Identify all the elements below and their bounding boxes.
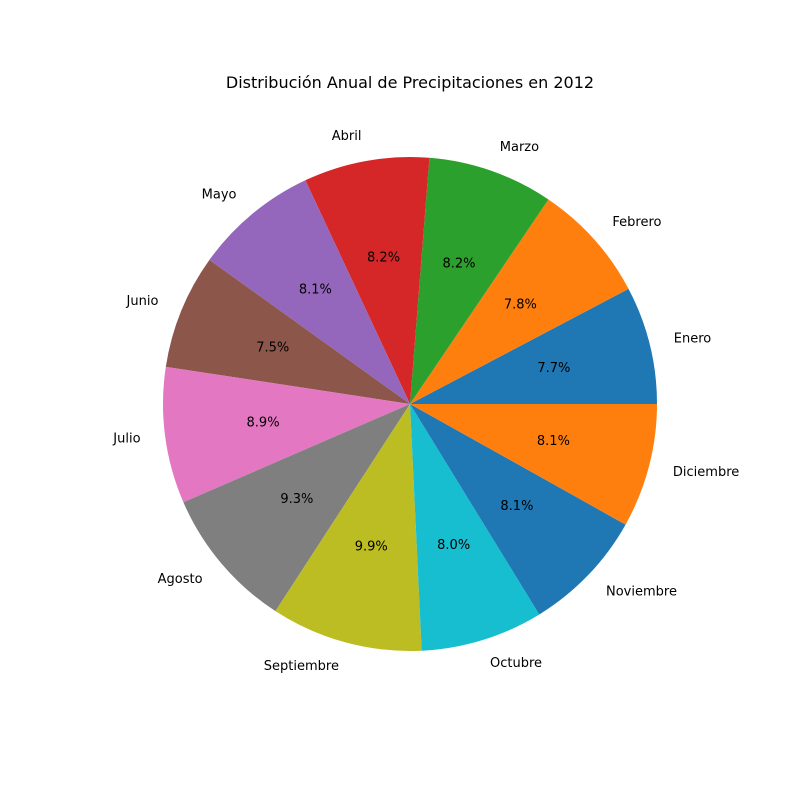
- percent-labels: 7.7% 7.8% 8.2% 8.2% 8.1% 7.5% 8.9% 9.3% 9.9% 8.0%…: [247, 251, 571, 555]
- category-label: Agosto: [158, 572, 203, 587]
- category-label: Diciembre: [673, 465, 739, 480]
- category-label: Noviembre: [606, 585, 677, 600]
- category-label: Enero: [674, 331, 712, 346]
- pie-slice-noviembre: [410, 404, 626, 615]
- category-label: Mayo: [202, 187, 237, 202]
- percent-label: 7.5%: [256, 341, 289, 356]
- percent-label: 9.9%: [355, 540, 388, 555]
- percent-label: 8.1%: [500, 499, 533, 514]
- percent-label: 8.0%: [437, 538, 470, 553]
- pie-slice-abril: [305, 157, 430, 404]
- percent-label: 8.1%: [299, 282, 332, 297]
- chart-title: Distribución Anual de Precipitaciones en…: [226, 73, 594, 92]
- category-labels: Enero Febrero Marzo Abril Mayo Junio Julio Agos…: [112, 129, 739, 674]
- percent-label: 8.2%: [367, 251, 400, 266]
- pie-slice-marzo: [410, 157, 549, 404]
- category-label: Febrero: [612, 215, 661, 230]
- category-label: Septiembre: [264, 659, 339, 674]
- pie-slice-febrero: [410, 199, 629, 404]
- percent-label: 7.8%: [504, 298, 537, 313]
- category-label: Octubre: [490, 656, 542, 671]
- pie-slice-julio: [163, 366, 410, 503]
- pie-slice-enero: [410, 288, 657, 404]
- percent-label: 8.1%: [537, 434, 570, 449]
- category-label: Julio: [112, 431, 140, 446]
- pie-slice-diciembre: [410, 404, 657, 525]
- pie-slice-mayo: [209, 180, 410, 404]
- percent-label: 9.3%: [280, 492, 313, 507]
- pie-slice-octubre: [410, 404, 540, 651]
- category-label: Junio: [126, 294, 159, 309]
- pie-slice-agosto: [183, 404, 410, 612]
- percent-label: 8.2%: [442, 257, 475, 272]
- category-label: Abril: [332, 129, 362, 144]
- percent-label: 7.7%: [537, 361, 570, 376]
- slices-group: [163, 157, 657, 651]
- pie-slice-junio: [165, 259, 410, 404]
- percent-label: 8.9%: [247, 416, 280, 431]
- pie-slice-septiembre: [275, 404, 422, 651]
- category-label: Marzo: [500, 140, 539, 155]
